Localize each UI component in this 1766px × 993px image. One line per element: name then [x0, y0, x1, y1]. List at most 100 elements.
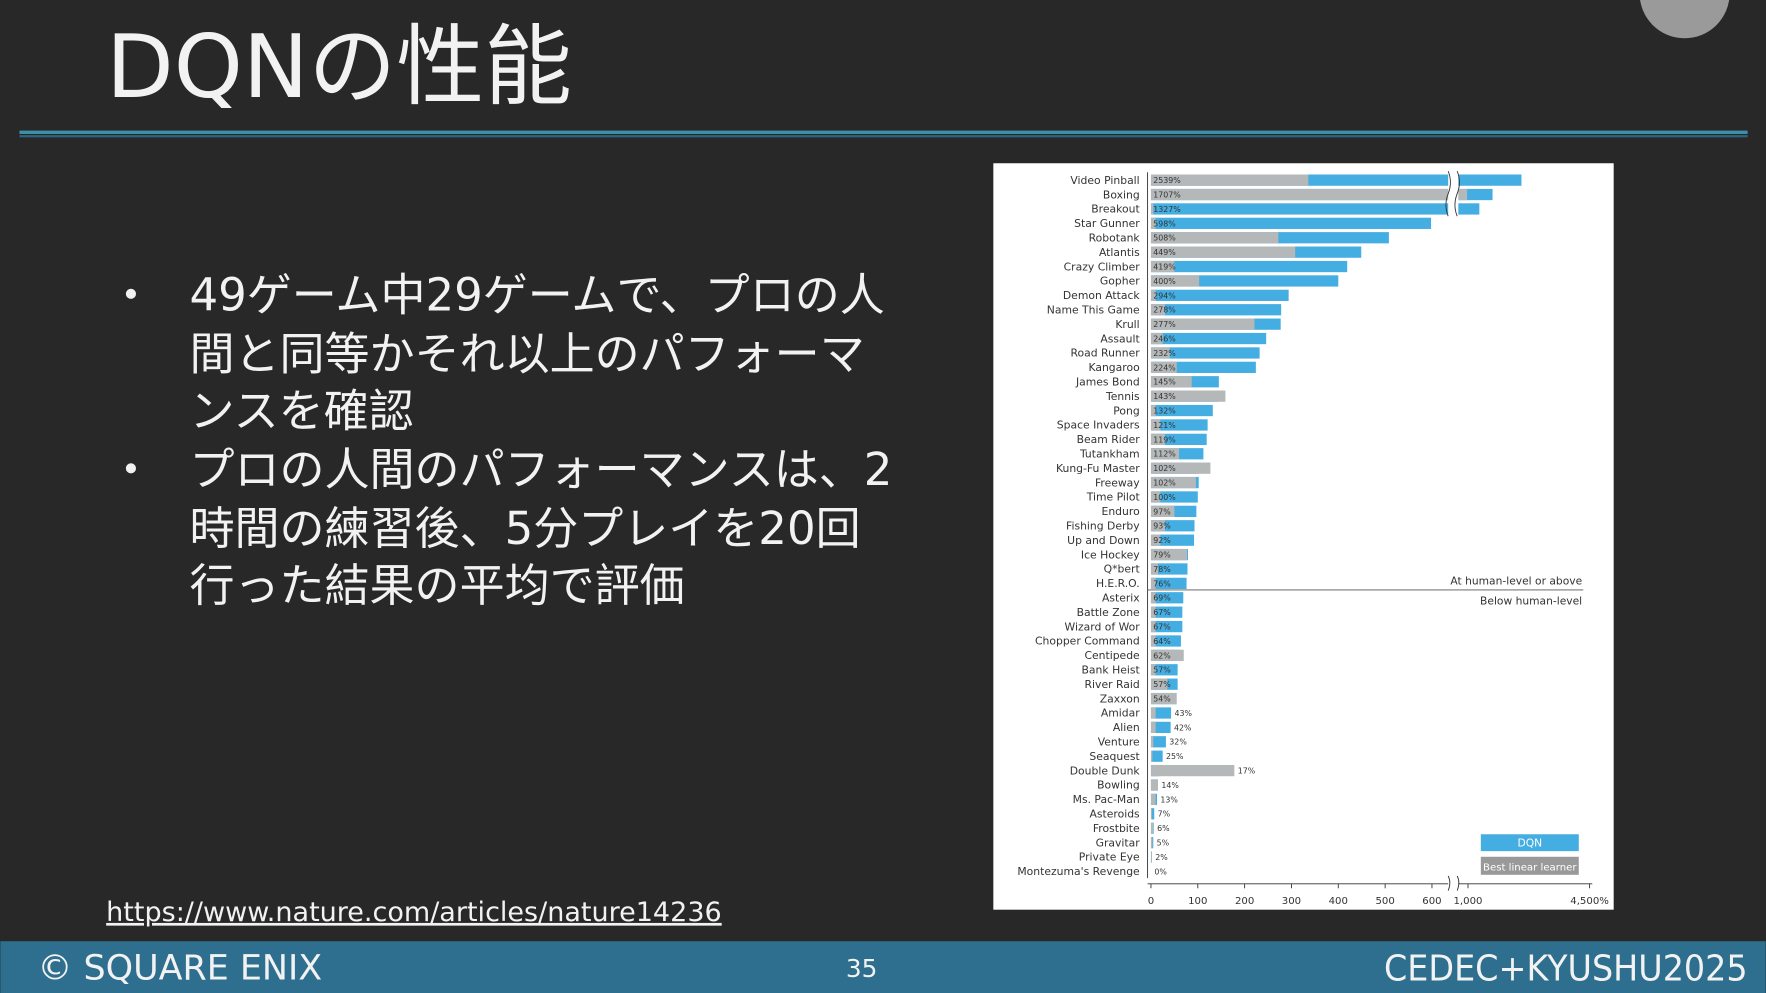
legend-swatch [1480, 856, 1579, 875]
bar [1150, 764, 1235, 777]
slide-title: DQNの性能 [106, 15, 572, 118]
category-label: Montezuma's Revenge [1017, 865, 1140, 878]
category-label: Bowling [1097, 779, 1140, 792]
bar [1150, 836, 1153, 849]
nav-button[interactable] [1640, 0, 1730, 39]
value-label: 143% [1153, 392, 1176, 401]
category-label: Zaxxon [1100, 692, 1140, 705]
value-label: 92% [1153, 536, 1171, 545]
category-label: Wizard of Wor [1065, 620, 1141, 633]
category-label: Double Dunk [1070, 764, 1141, 777]
bar [1150, 592, 1156, 604]
bullet-text: 時間の練習後、5分プレイを20回 [189, 502, 860, 555]
value-label: 1707% [1153, 190, 1181, 199]
bar [1150, 664, 1156, 676]
bar [1150, 620, 1156, 633]
value-label: 277% [1153, 320, 1176, 329]
bar [1150, 793, 1156, 806]
bar [1150, 707, 1172, 719]
value-label: 5% [1157, 839, 1170, 848]
bar [1150, 390, 1226, 402]
copyright: © SQUARE ENIX [37, 948, 322, 988]
x-tick-label: 400 [1329, 896, 1348, 907]
category-label: Assault [1100, 332, 1139, 345]
source-link[interactable]: https://www.nature.com/articles/nature14… [106, 897, 722, 928]
bar [1150, 419, 1161, 431]
axis-break [1447, 875, 1451, 891]
value-label: 121% [1153, 421, 1176, 430]
value-label: 57% [1153, 680, 1171, 689]
bar [1150, 520, 1166, 532]
category-label: Alien [1113, 721, 1140, 734]
bar [1150, 433, 1166, 445]
value-label: 294% [1153, 291, 1176, 300]
bar [1150, 376, 1192, 388]
category-label: River Raid [1085, 678, 1140, 691]
value-label: 64% [1153, 637, 1171, 646]
category-label: Battle Zone [1077, 606, 1140, 619]
x-tick-label: 0 [1148, 896, 1154, 907]
bar [1150, 534, 1195, 546]
bar [1150, 692, 1177, 705]
bar [1150, 635, 1181, 647]
value-label: 102% [1153, 478, 1176, 487]
value-label: 132% [1153, 406, 1176, 415]
value-label: 278% [1153, 306, 1176, 315]
value-label: 400% [1153, 277, 1176, 286]
x-tick-label: 4,500% [1570, 896, 1609, 907]
value-label: 419% [1153, 262, 1176, 271]
bar [1150, 491, 1198, 503]
value-label: 57% [1153, 666, 1171, 675]
bar [1150, 750, 1163, 762]
bar [1150, 448, 1180, 460]
bullet-text: 49ゲーム中29ゲームで、プロの人 [189, 269, 884, 322]
bar [1150, 246, 1296, 258]
value-label: 42% [1174, 723, 1192, 732]
category-label: Road Runner [1071, 347, 1141, 360]
x-tick-label: 500 [1375, 896, 1394, 907]
category-label: Boxing [1103, 188, 1140, 201]
value-label: 246% [1153, 334, 1176, 343]
category-label: Q*bert [1104, 563, 1140, 576]
bar [1150, 174, 1309, 186]
x-tick-label: 1,000 [1453, 896, 1482, 907]
bar [1150, 606, 1183, 618]
category-label: Video Pinball [1070, 174, 1139, 187]
value-label: 6% [1157, 824, 1170, 833]
value-label: 78% [1153, 565, 1171, 574]
bullet [125, 463, 136, 474]
bar [1150, 318, 1255, 330]
bar [1150, 808, 1155, 820]
category-label: Private Eye [1079, 851, 1140, 864]
axis-break [1445, 170, 1451, 217]
category-label: James Bond [1075, 375, 1140, 388]
bars: Video Pinball 2539% Boxing 1707% Breakout 132… [1017, 174, 1522, 878]
bar [1150, 203, 1480, 215]
bar [1150, 289, 1156, 301]
bar [1150, 678, 1168, 690]
value-label: 17% [1238, 767, 1256, 776]
legend-label: Best linear learner [1483, 862, 1577, 873]
category-label: Breakout [1091, 203, 1139, 216]
category-label: Asteroids [1090, 808, 1141, 821]
category-label: Gravitar [1096, 836, 1141, 849]
bar [1150, 332, 1163, 345]
category-label: Gopher [1100, 275, 1140, 288]
category-label: Star Gunner [1074, 217, 1140, 230]
bar [1150, 275, 1339, 287]
bar [1150, 419, 1208, 431]
value-label: 43% [1174, 709, 1192, 718]
annotation: Below human-level [1480, 595, 1582, 608]
category-label: Asterix [1102, 591, 1140, 604]
category-label: Kangaroo [1088, 361, 1140, 374]
bar [1150, 260, 1175, 273]
value-label: 112% [1153, 450, 1176, 459]
category-label: Centipede [1084, 649, 1140, 662]
axis-break [1448, 877, 1459, 891]
value-label: 1327% [1153, 205, 1181, 214]
category-label: H.E.R.O. [1096, 577, 1140, 590]
category-label: Robotank [1089, 231, 1141, 244]
value-label: 69% [1153, 594, 1171, 603]
value-label: 14% [1161, 781, 1179, 790]
category-label: Name This Game [1047, 303, 1140, 316]
